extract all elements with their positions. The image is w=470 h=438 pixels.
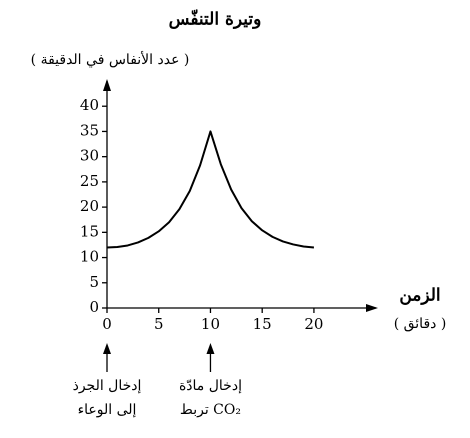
y-tick-label: 40: [80, 96, 99, 114]
x-tick-label: 20: [304, 315, 323, 333]
y-tick-label: 25: [80, 172, 99, 190]
y-tick-label: 15: [80, 222, 99, 240]
x-axis-label: الزمن: [399, 286, 440, 306]
annotation-arrowhead: [103, 343, 111, 354]
annotation-text: إلى الوعاء: [78, 402, 137, 418]
annotation-text: إدخال الجرذ: [73, 378, 142, 394]
y-axis-arrow: [103, 79, 111, 91]
annotation-text: تربط CO₂: [180, 402, 241, 418]
y-axis-label: وتيرة التنفّس: [169, 9, 262, 30]
x-axis-sublabel: ( دقائق ): [394, 316, 447, 332]
annotation-text: إدخال مادّة: [179, 378, 242, 394]
data-line: [106, 130, 315, 249]
annotation-arrowhead: [206, 343, 215, 354]
y-tick-label: 30: [80, 147, 99, 165]
x-axis-arrow: [366, 304, 378, 312]
y-tick-label: 20: [80, 197, 99, 215]
x-tick-label: 0: [102, 315, 112, 333]
x-tick-label: 10: [201, 315, 220, 333]
x-tick-label: 5: [154, 315, 164, 333]
y-axis-sublabel: ( عدد الأنفاس في الدقيقة ): [31, 50, 190, 68]
y-tick-label: 10: [80, 248, 99, 266]
y-tick-label: 5: [89, 273, 99, 291]
x-tick-label: 15: [253, 315, 272, 333]
y-tick-label: 35: [80, 121, 99, 139]
y-tick-label: 0: [89, 298, 99, 316]
